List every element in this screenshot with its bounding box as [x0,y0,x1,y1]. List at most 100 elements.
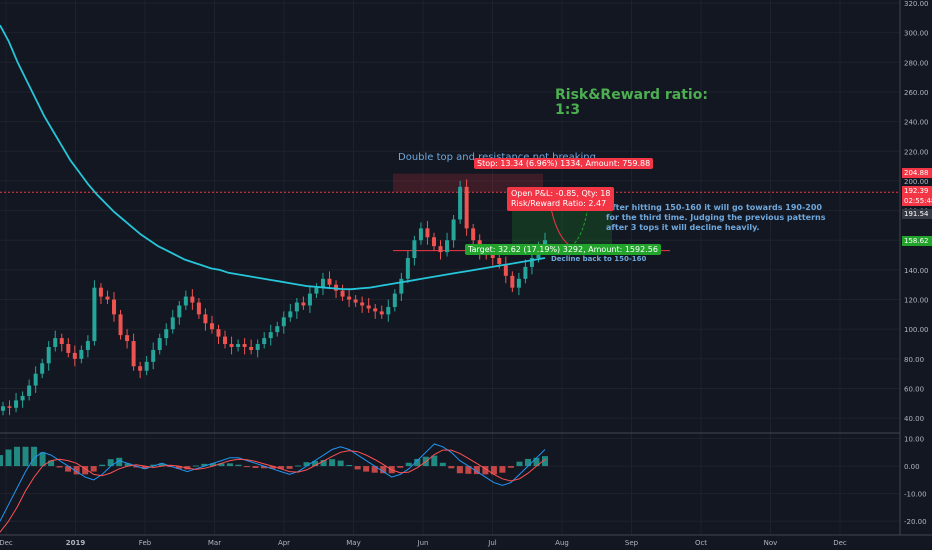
y-tick-label: 140.00 [904,267,929,275]
candle-body [1,406,5,411]
histogram-bar [295,465,302,467]
candle-body [353,299,358,303]
x-tick-label: Jul [487,539,497,547]
histogram-bar [235,464,242,467]
candle-body [497,258,502,264]
candle-body [112,299,117,315]
pnl-line: Open P&L: -0.85, Qty: 18 [511,189,611,198]
histogram-bar [14,446,21,467]
candle-body [118,314,123,336]
histogram-bar [65,466,72,472]
x-tick-label: Feb [139,539,152,547]
x-tick-label: May [346,539,360,547]
candle-body [105,296,110,300]
candle-body [190,296,195,303]
candle-body [379,311,384,315]
histogram-bar [269,466,276,469]
candle-body [307,293,312,306]
candle-body [373,308,378,312]
candle-body [412,240,417,259]
macd-histogram [0,446,548,475]
candle-body [229,344,234,347]
candle-body [59,338,64,345]
price-tag: 192.39 [902,186,932,197]
histogram-bar [456,466,463,474]
histogram-bar [439,462,446,467]
candle-body [98,287,103,297]
y-tick-label: 280.00 [904,59,929,67]
candle-body [405,258,410,279]
candle-body [72,352,77,359]
histogram-bar [150,464,157,467]
candle-body [340,290,345,297]
pnl-tag[interactable]: Open P&L: -0.85, Qty: 18 Risk/Reward Rat… [507,187,615,211]
x-tick-label: Nov [764,539,778,547]
histogram-bar [260,466,267,469]
candle-body [144,361,149,371]
y-tick-label: 220.00 [904,148,929,156]
candle-body [255,344,260,350]
macd-tick-label: -20.00 [904,518,927,526]
candle-body [386,306,391,315]
candle-body [425,228,430,238]
histogram-bar [286,466,293,469]
histogram-bar [473,466,480,475]
histogram-bar [22,446,29,467]
histogram-bar [116,457,123,467]
histogram-bar [252,466,259,469]
histogram-bar [431,455,438,467]
candle-body [177,305,182,318]
candle-body [510,275,515,288]
candle-body [33,373,38,386]
candle-body [360,302,365,306]
candle-body [164,329,169,339]
histogram-bar [90,466,97,472]
histogram-bar [414,458,421,467]
candle-body [249,346,254,350]
target-tag[interactable]: Target: 32.62 (17.19%) 3292, Amount: 159… [465,244,661,255]
candle-body [431,237,436,247]
candle-body [523,266,528,279]
x-tick-label: Dec [833,539,847,547]
x-tick-label: Apr [278,539,290,547]
y-tick-label: 320.00 [904,0,929,8]
candle-body [196,302,201,315]
y-tick-label: 40.00 [904,415,924,423]
signal-line [0,449,546,533]
decline-note: Decline back to 150-160 [551,255,647,263]
histogram-bar [303,462,310,467]
candle-body [46,346,51,364]
x-tick-label: Aug [555,539,569,547]
candle-body [464,186,469,229]
candle-body [20,395,25,401]
histogram-bar [107,459,114,467]
y-tick-label: 200.00 [904,178,929,186]
candle-body [334,284,339,291]
candle-body [327,278,332,285]
histogram-bar [337,460,344,467]
stop-tag[interactable]: Stop: 13.34 (6.96%) 1334, Amount: 759.88 [474,158,654,169]
histogram-bar [56,466,63,468]
y-tick-label: 300.00 [904,30,929,38]
histogram-bar [490,466,497,475]
candle-body [170,317,175,330]
candle-body [151,349,156,362]
candle-body [392,293,397,307]
price-tag: 02:55:48 [902,195,932,206]
candle-body [79,349,84,359]
chart-grid [0,0,900,535]
x-tick-label: Dec [0,539,13,547]
candle-body [85,341,90,350]
candle-body [529,258,534,267]
candle-body [366,305,371,309]
candle-body [543,240,547,248]
macd-line [0,443,546,522]
histogram-bar [158,463,165,467]
histogram-bar [346,464,353,467]
histogram-bar [516,461,523,467]
candle-body [399,278,404,294]
y-tick-label: 80.00 [904,356,924,364]
candle-body [445,240,450,253]
price-tag: 191.54 [902,209,932,220]
